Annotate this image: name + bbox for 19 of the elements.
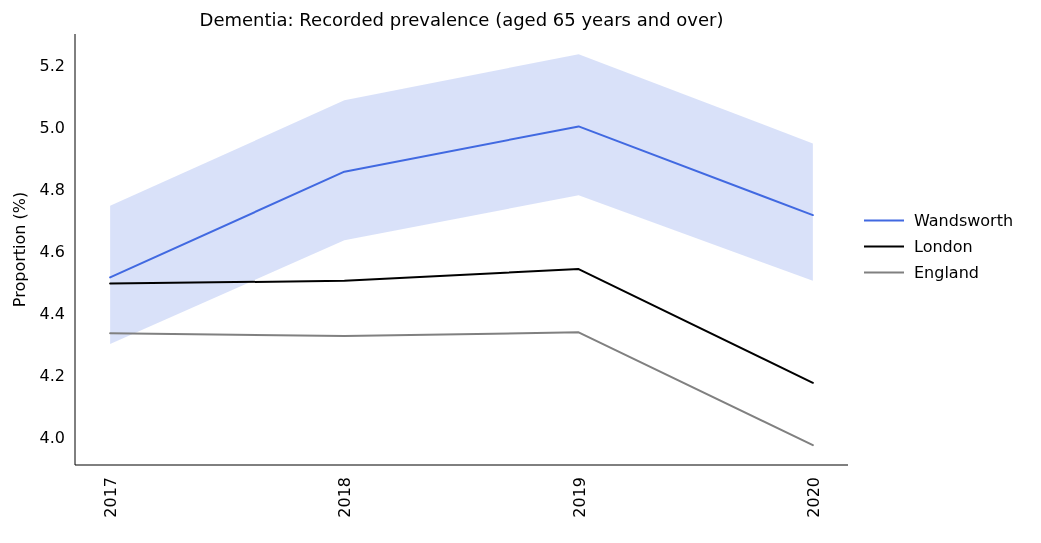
x-tick-label: 2017 xyxy=(101,477,121,518)
legend-label: London xyxy=(914,237,973,257)
y-tick-label: 5.2 xyxy=(39,55,65,75)
line-series xyxy=(109,331,814,447)
line-series xyxy=(109,268,814,384)
x-tick-label: 2020 xyxy=(803,477,823,518)
x-tick-label: 2019 xyxy=(569,477,589,518)
y-tick-label: 4.0 xyxy=(39,427,65,447)
y-axis-title: Proportion (%) xyxy=(10,191,29,308)
y-tick-label: 4.8 xyxy=(39,179,65,199)
y-tick-label: 4.6 xyxy=(39,241,65,261)
y-tick-label: 5.0 xyxy=(39,117,65,137)
x-tick-label: 2018 xyxy=(335,477,355,518)
chart-title: Dementia: Recorded prevalence (aged 65 years and over) xyxy=(199,9,724,30)
y-tick-label: 4.4 xyxy=(39,303,65,323)
line-series xyxy=(109,125,814,279)
y-tick-label: 4.2 xyxy=(39,365,65,385)
legend-label: Wandsworth xyxy=(914,211,1014,231)
legend-label: England xyxy=(914,263,979,283)
